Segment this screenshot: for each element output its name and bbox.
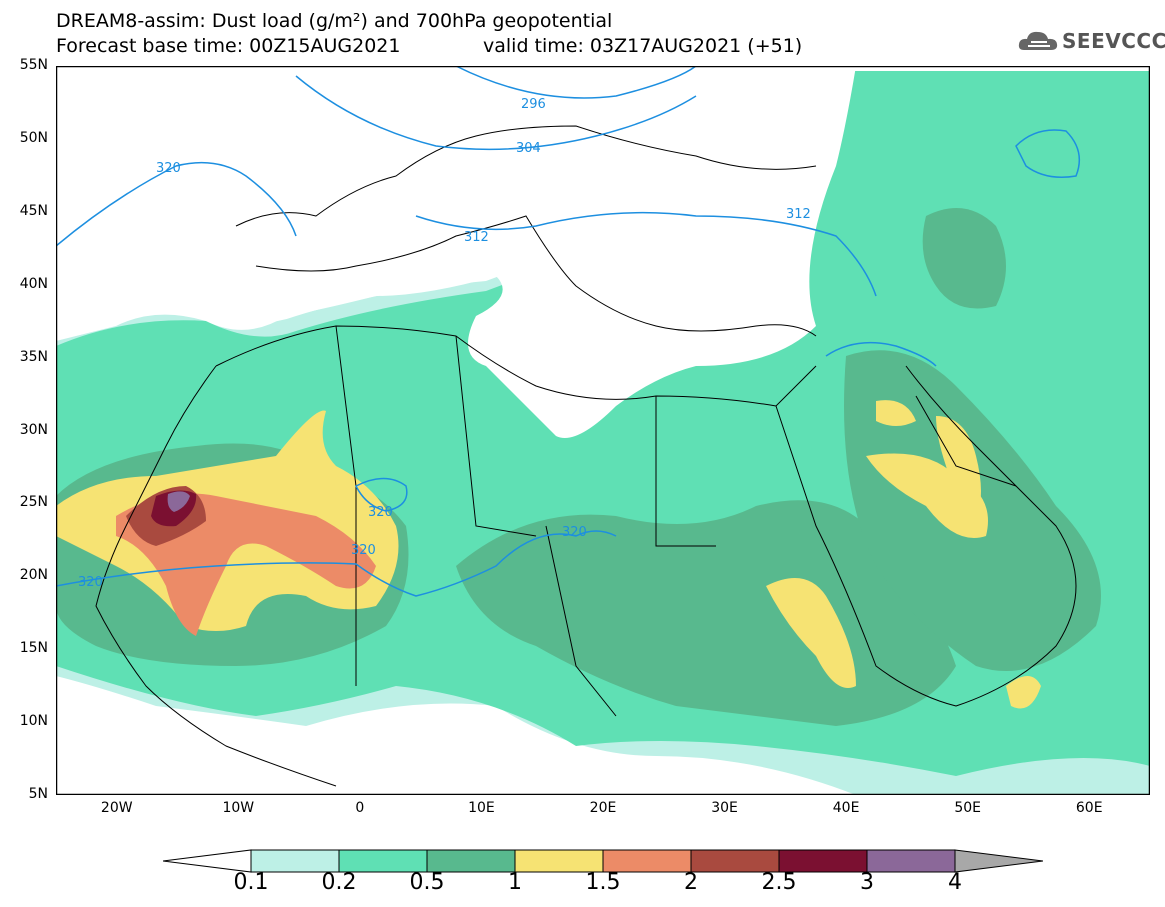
contour-label: 320	[156, 161, 181, 176]
colorbar-cell	[338, 849, 428, 873]
lat-tick-label: 40N	[19, 275, 48, 292]
contour-320-east	[825, 341, 937, 367]
colorbar-cell	[954, 849, 1043, 873]
contour-label: 304	[516, 141, 541, 156]
lon-tick-label: 0	[355, 800, 365, 816]
lat-tick-label: 10N	[19, 713, 48, 730]
lon-tick-label: 30E	[711, 800, 738, 816]
colorbar-label: 1.5	[585, 870, 621, 895]
colorbar-label: 0.1	[233, 870, 269, 895]
coastline-africa-north	[215, 325, 817, 407]
map-plot-area: 296 304 312 312 320 320 320 320 320	[56, 66, 1150, 795]
border-2	[455, 335, 537, 537]
lat-tick-label: 45N	[19, 202, 48, 219]
colorbar-cell	[866, 849, 956, 873]
colorbar-label: 0.2	[321, 870, 357, 895]
contour-label: 320	[368, 505, 393, 520]
lat-tick-label: 25N	[19, 494, 48, 511]
lat-tick-label: 30N	[19, 421, 48, 438]
lat-tick-label: 55N	[19, 57, 48, 73]
contour-label: 320	[78, 575, 103, 590]
lon-tick-label: 10W	[222, 800, 255, 816]
dust-shade-purple	[167, 491, 190, 512]
colorbar-label: 2.5	[761, 870, 797, 895]
contour-312	[415, 211, 877, 297]
colorbar-label: 2	[684, 870, 698, 895]
contour-label: 320	[562, 525, 587, 540]
dust-shade-yellow-gulf	[936, 416, 981, 516]
map-title: DREAM8-assim: Dust load (g/m²) and 700hP…	[56, 10, 613, 32]
dust-shade-yellow-arabia	[866, 453, 988, 538]
colorbar-label: 0.5	[409, 870, 445, 895]
colorbar-cell	[602, 849, 692, 873]
contour-label: 312	[786, 207, 811, 222]
lat-tick-label: 20N	[19, 567, 48, 584]
border-3	[655, 396, 716, 547]
colorbar-cell	[690, 849, 780, 873]
contour-320-loop	[354, 477, 408, 512]
lon-tick-label: 10E	[468, 800, 495, 816]
lat-tick-label: 5N	[28, 786, 48, 802]
logo-text: SEEVCCC	[1062, 29, 1165, 53]
colorbar-cell	[514, 849, 604, 873]
colorbar-label: 4	[948, 870, 962, 895]
dust-shade-teal-caspian	[922, 208, 1006, 309]
map-frame	[56, 66, 1150, 795]
lat-tick-label: 15N	[19, 640, 48, 657]
lon-tick-label: 20E	[589, 800, 617, 816]
colorbar-label: 3	[860, 870, 874, 895]
colorbar-cell	[250, 849, 340, 873]
contour-320-sahara	[56, 530, 617, 597]
colorbar-cell	[163, 849, 252, 873]
coastline-redsea-arabia	[775, 365, 1077, 707]
geopotential-contours	[56, 66, 1081, 597]
contour-320-caspian	[1015, 129, 1081, 178]
lon-tick-label: 50E	[954, 800, 981, 816]
contour-296	[455, 66, 697, 99]
dust-shade-yellow-iraq	[876, 400, 916, 426]
contour-labels: 296 304 312 312 320 320 320 320 320	[78, 97, 811, 590]
dust-shade-yellow-redsea	[766, 578, 856, 688]
colorbar-cell	[426, 849, 516, 873]
border-4	[545, 525, 617, 717]
contour-label: 320	[351, 543, 376, 558]
colorbar-label: 1	[508, 870, 522, 895]
coastline-europe	[235, 125, 817, 227]
colorbar	[163, 849, 1043, 873]
coastline-africa-west	[95, 365, 337, 787]
lon-tick-label: 40E	[832, 800, 860, 816]
contour-label: 312	[464, 230, 489, 245]
cloud-logo-icon	[1018, 31, 1058, 50]
lat-tick-label: 50N	[19, 129, 48, 146]
colorbar-cell	[778, 849, 868, 873]
contour-320-west	[56, 161, 297, 247]
low-dust-europe	[56, 66, 856, 438]
contour-304	[295, 75, 697, 151]
forecast-base-time: Forecast base time: 00Z15AUG2021	[56, 35, 401, 57]
lat-tick-label: 35N	[19, 348, 48, 365]
dust-fields	[56, 66, 1150, 795]
dust-shade-yellow-oman	[1006, 676, 1041, 709]
border-5	[915, 395, 1017, 487]
lon-tick-label: 60E	[1075, 800, 1103, 816]
coastline-mediterranean-north	[255, 215, 817, 337]
valid-time: valid time: 03Z17AUG2021 (+51)	[483, 35, 803, 57]
lon-tick-label: 20W	[100, 800, 133, 816]
contour-label: 296	[521, 97, 546, 112]
